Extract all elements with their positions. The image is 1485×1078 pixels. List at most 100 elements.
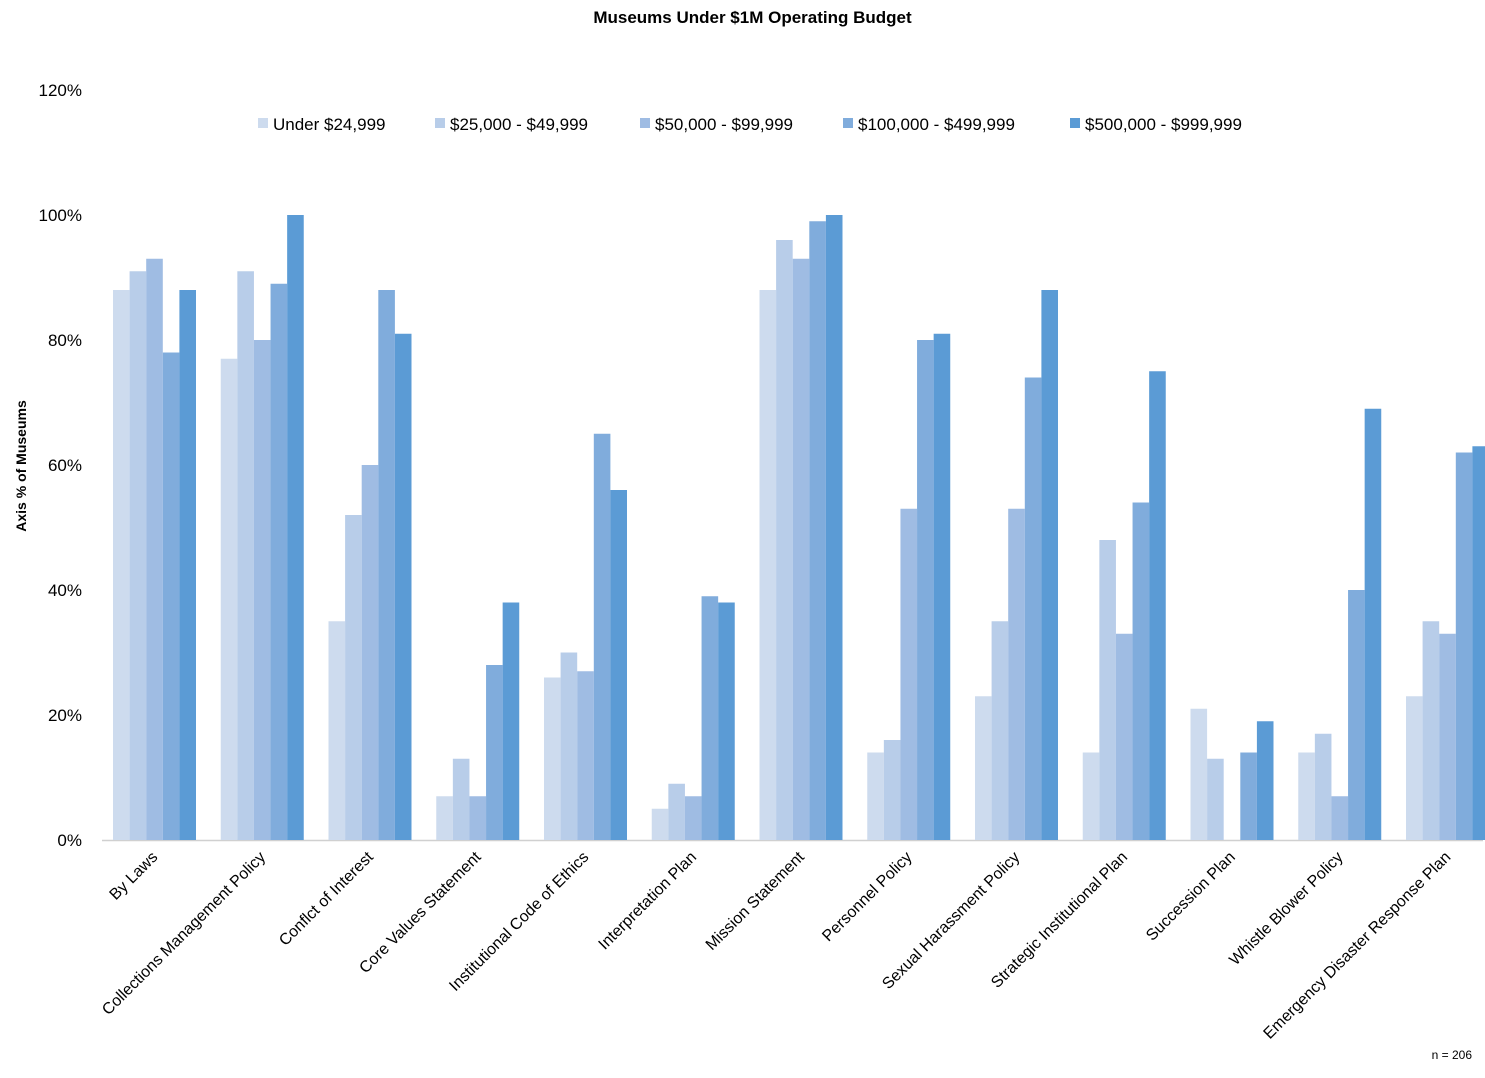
bar bbox=[452, 758, 470, 840]
bar bbox=[577, 671, 594, 840]
y-tick-label: 0% bbox=[57, 831, 82, 850]
bar bbox=[1240, 752, 1257, 840]
legend-swatch bbox=[435, 118, 445, 128]
x-tick-label: By Laws bbox=[107, 849, 162, 904]
legend-label: Under $24,999 bbox=[273, 115, 385, 134]
sample-size-note: n = 206 bbox=[1431, 1048, 1472, 1062]
legend-item: $50,000 - $99,999 bbox=[640, 115, 793, 134]
bar bbox=[792, 258, 810, 840]
legend-swatch bbox=[843, 118, 853, 128]
bar bbox=[900, 508, 918, 840]
bar bbox=[975, 696, 992, 840]
bar bbox=[146, 258, 163, 840]
legend-item: $100,000 - $499,999 bbox=[843, 115, 1015, 134]
bar bbox=[1041, 290, 1058, 840]
bar bbox=[270, 283, 288, 840]
bar bbox=[718, 602, 735, 840]
bar bbox=[1115, 633, 1133, 840]
bar bbox=[345, 515, 362, 840]
bar bbox=[1472, 446, 1485, 840]
bar bbox=[328, 621, 346, 840]
bar bbox=[759, 290, 777, 840]
legend-swatch bbox=[258, 118, 268, 128]
y-tick-label: 20% bbox=[48, 706, 82, 725]
bar bbox=[1099, 540, 1116, 840]
bar bbox=[162, 352, 180, 840]
bar bbox=[1298, 752, 1315, 840]
bar bbox=[378, 290, 395, 840]
bar bbox=[129, 271, 147, 840]
legend-item: Under $24,999 bbox=[258, 115, 385, 134]
bar bbox=[1331, 796, 1349, 840]
bar bbox=[1422, 621, 1440, 840]
bar bbox=[701, 596, 719, 840]
y-tick-label: 40% bbox=[48, 581, 82, 600]
legend: Under $24,999 $25,000 - $49,999 $50,000 - … bbox=[258, 115, 1242, 134]
x-tick-label: Emergency Disaster Response Plan bbox=[1261, 849, 1455, 1043]
bar bbox=[1132, 502, 1150, 840]
bar bbox=[1348, 590, 1365, 840]
bar bbox=[560, 652, 578, 840]
legend-swatch bbox=[640, 118, 650, 128]
bar bbox=[394, 333, 412, 840]
bar bbox=[917, 340, 934, 840]
bar bbox=[1364, 408, 1382, 840]
bar bbox=[668, 783, 685, 840]
legend-label: $50,000 - $99,999 bbox=[655, 115, 793, 134]
legend-item: $500,000 - $999,999 bbox=[1070, 115, 1242, 134]
legend-swatch bbox=[1070, 118, 1080, 128]
bar bbox=[610, 490, 627, 840]
bar bbox=[1455, 452, 1473, 840]
bar bbox=[469, 796, 487, 840]
legend-label: $500,000 - $999,999 bbox=[1085, 115, 1242, 134]
bar bbox=[1149, 371, 1166, 840]
legend-label: $25,000 - $49,999 bbox=[450, 115, 588, 134]
bar bbox=[883, 740, 901, 840]
bar bbox=[1256, 721, 1274, 840]
bar bbox=[486, 665, 503, 840]
y-tick-label: 120% bbox=[39, 81, 82, 100]
bar bbox=[1406, 696, 1423, 840]
bar bbox=[1082, 752, 1100, 840]
bar bbox=[684, 796, 702, 840]
bar bbox=[361, 465, 379, 840]
bar bbox=[1190, 708, 1208, 840]
bar bbox=[867, 752, 884, 840]
bar bbox=[544, 677, 561, 840]
y-axis-ticks: 0% 20% 40% 60% 80% 100% 120% bbox=[39, 81, 82, 850]
bar bbox=[991, 621, 1009, 840]
chart-title: Museums Under $1M Operating Budget bbox=[593, 8, 912, 27]
bar bbox=[593, 433, 611, 840]
legend-label: $100,000 - $499,999 bbox=[858, 115, 1015, 134]
y-tick-label: 80% bbox=[48, 331, 82, 350]
bar bbox=[1439, 633, 1456, 840]
bar bbox=[1008, 508, 1025, 840]
bar bbox=[1024, 377, 1042, 840]
bar bbox=[113, 290, 130, 840]
legend-item: $25,000 - $49,999 bbox=[435, 115, 588, 134]
bar bbox=[776, 240, 793, 840]
bar bbox=[436, 796, 453, 840]
x-tick-label: Succession Plan bbox=[1143, 849, 1239, 945]
bar bbox=[1207, 758, 1224, 840]
bar bbox=[933, 333, 951, 840]
bar bbox=[825, 215, 843, 840]
x-tick-label: Interpretation Plan bbox=[596, 849, 700, 953]
bar bbox=[1314, 733, 1332, 840]
x-tick-label: Conflct of Interest bbox=[276, 848, 377, 949]
bars bbox=[113, 215, 1485, 840]
x-tick-label: Mission Statement bbox=[703, 848, 808, 953]
bar bbox=[179, 290, 196, 840]
bar bbox=[237, 271, 254, 840]
bar bbox=[253, 340, 271, 840]
x-tick-label: Core Values Statement bbox=[356, 848, 485, 977]
bar bbox=[287, 215, 304, 840]
bar bbox=[220, 358, 238, 840]
y-tick-label: 100% bbox=[39, 206, 82, 225]
x-tick-label: Whistle Blower Policy bbox=[1226, 849, 1346, 969]
y-axis-label: Axis % of Museums bbox=[13, 400, 29, 532]
y-tick-label: 60% bbox=[48, 456, 82, 475]
bar bbox=[651, 808, 669, 840]
